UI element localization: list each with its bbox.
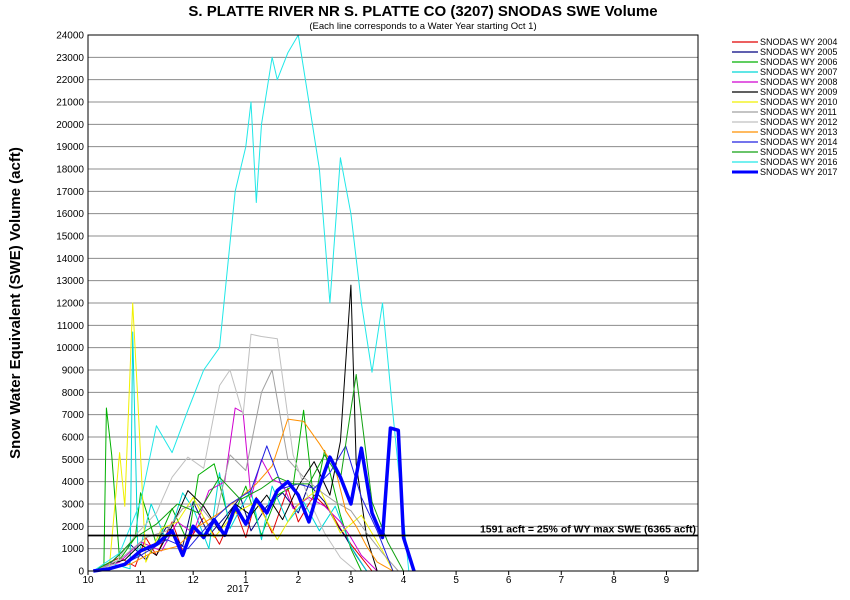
- y-tick-label: 22000: [56, 75, 84, 86]
- y-tick-label: 1000: [62, 544, 85, 555]
- y-tick-label: 12000: [56, 299, 84, 310]
- y-tick-label: 15000: [56, 232, 84, 243]
- legend-label: SNODAS WY 2006: [760, 57, 837, 67]
- reference-line-label: 1591 acft = 25% of WY max SWE (6365 acft…: [480, 523, 696, 535]
- x-tick-label: 1: [243, 575, 249, 586]
- y-tick-label: 0: [78, 567, 84, 578]
- legend-label: SNODAS WY 2016: [760, 157, 837, 167]
- x-tick-label: 11: [135, 575, 146, 586]
- x-tick-label: 3: [348, 575, 354, 586]
- x-tick-label: 2: [296, 575, 302, 586]
- legend-label: SNODAS WY 2017: [760, 167, 837, 177]
- series-line: [93, 333, 357, 572]
- y-tick-label: 3000: [62, 500, 85, 511]
- x-tick-label: 10: [82, 575, 94, 586]
- series-line: [93, 284, 378, 572]
- legend-label: SNODAS WY 2015: [760, 147, 837, 157]
- grid: [88, 34, 698, 572]
- series-line: [93, 34, 410, 572]
- x-tick-label: 9: [664, 575, 670, 586]
- x-tick-label: 6: [506, 575, 512, 586]
- y-tick-label: 11000: [57, 321, 85, 332]
- x-axis-ticks: 10 11 12 1 2 3 4 5 6 7 8 9: [82, 571, 670, 586]
- series-line: [93, 407, 362, 572]
- x-tick-label: 8: [611, 575, 617, 586]
- y-tick-label: 6000: [62, 433, 85, 444]
- x-tick-label: 7: [558, 575, 564, 586]
- legend-label: SNODAS WY 2007: [760, 67, 837, 77]
- legend-label: SNODAS WY 2009: [760, 87, 837, 97]
- legend-label: SNODAS WY 2005: [760, 47, 837, 57]
- plot-frame: [87, 34, 699, 572]
- legend-label: SNODAS WY 2013: [760, 127, 837, 137]
- y-tick-label: 23000: [56, 53, 84, 64]
- y-tick-label: 10000: [56, 343, 84, 354]
- y-axis-ticks: 0 1000 2000 3000 4000 5000 6000 7000 8000 9000 100…: [56, 31, 84, 578]
- legend-label: SNODAS WY 2012: [760, 117, 837, 127]
- y-tick-label: 20000: [56, 120, 84, 131]
- legend-label: SNODAS WY 2010: [760, 97, 837, 107]
- y-tick-label: 9000: [62, 366, 85, 377]
- y-tick-label: 13000: [56, 276, 84, 287]
- y-tick-label: 7000: [62, 410, 85, 421]
- series-line: [93, 369, 399, 572]
- series-line: [93, 302, 394, 572]
- legend-label: SNODAS WY 2014: [760, 137, 837, 147]
- chart-title: S. PLATTE RIVER NR S. PLATTE CO (3207) S…: [188, 3, 657, 20]
- y-tick-label: 16000: [56, 209, 84, 220]
- y-tick-label: 24000: [56, 31, 84, 42]
- y-tick-label: 14000: [56, 254, 84, 265]
- y-tick-label: 2000: [62, 522, 85, 533]
- y-tick-label: 17000: [56, 187, 84, 198]
- chart-subtitle: (Each line corresponds to a Water Year s…: [309, 21, 536, 32]
- x-tick-label: 5: [453, 575, 459, 586]
- legend-label: SNODAS WY 2004: [760, 37, 837, 47]
- series-line: [93, 418, 394, 572]
- y-tick-label: 21000: [56, 98, 84, 109]
- series: [93, 34, 416, 573]
- reference-line-group: 1591 acft = 25% of WY max SWE (6365 acft…: [88, 523, 698, 537]
- y-tick-label: 8000: [62, 388, 85, 399]
- y-tick-label: 18000: [56, 165, 84, 176]
- series-line: [93, 487, 373, 572]
- series-line: [93, 426, 416, 573]
- y-tick-label: 5000: [62, 455, 85, 466]
- series-line: [93, 407, 378, 572]
- legend-label: SNODAS WY 2011: [760, 107, 837, 117]
- legend-label: SNODAS WY 2008: [760, 77, 837, 87]
- x-axis-year-label: 2017: [227, 584, 250, 595]
- y-axis-label: Snow Water Equivalent (SWE) Volume (acft…: [7, 147, 24, 459]
- x-tick-label: 4: [401, 575, 407, 586]
- y-tick-label: 4000: [62, 477, 85, 488]
- x-tick-label: 12: [188, 575, 200, 586]
- series-line: [93, 374, 404, 572]
- y-tick-label: 19000: [56, 142, 84, 153]
